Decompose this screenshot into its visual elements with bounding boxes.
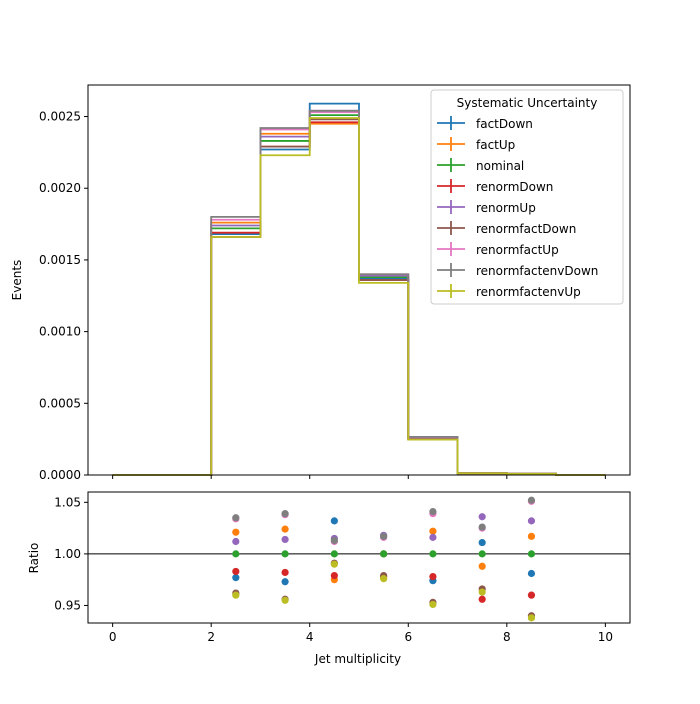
histogram-y-tick-label: 0.0010 — [39, 325, 81, 339]
ratio-point-factUp — [478, 562, 486, 570]
legend-label: renormfactenvUp — [476, 285, 581, 299]
legend-label: factUp — [476, 138, 515, 152]
ratio-point-renormDown — [527, 591, 536, 599]
ratio-points-group — [232, 496, 536, 622]
legend-item-renormfactDown: renormfactDown — [437, 221, 576, 236]
ratio-point-renormfactenvDown — [429, 507, 437, 516]
ratio-point-nominal — [527, 550, 536, 558]
ratio-point-renormDown — [232, 567, 240, 576]
ratio-point-renormfactenvUp — [380, 575, 388, 583]
histogram-panel: 0.0000 0.0005 0.0010 0.0015 0.0020 0.0025 Eve… — [10, 84, 631, 482]
histogram-y-axis-label: Events — [10, 260, 24, 301]
ratio-point-nominal — [478, 550, 486, 558]
ratio-point-renormDown — [330, 571, 338, 580]
histogram-axes-frame — [87, 84, 631, 476]
legend-item-renormfactenvUp: renormfactenvUp — [437, 284, 581, 299]
ratio-axes-frame — [87, 491, 631, 624]
histogram-y-tick-label: 0.0020 — [39, 181, 81, 195]
ratio-point-renormUp — [527, 517, 536, 525]
ratio-point-renormfactenvUp — [330, 560, 338, 568]
ratio-point-factDown — [330, 517, 338, 525]
legend-item-factDown: factDown — [437, 116, 533, 131]
histogram-y-ticks: 0.0000 0.0005 0.0010 0.0015 0.0020 0.0025 — [39, 110, 88, 482]
ratio-point-renormfactenvDown — [232, 514, 240, 522]
x-axis-label: Jet multiplicity — [314, 652, 401, 666]
legend-label: nominal — [476, 159, 524, 173]
legend: Systematic Uncertainty factDown factUp nom… — [430, 89, 624, 305]
ratio-point-renormfactenvDown — [478, 523, 486, 531]
legend-label: factDown — [476, 117, 533, 131]
ratio-x-ticks: 0 2 4 6 8 10 — [109, 623, 613, 644]
legend-label: renormfactDown — [476, 222, 576, 236]
histogram-series-renormfactenvUp — [112, 117, 606, 476]
ratio-point-renormfactenvDown — [330, 536, 338, 545]
histogram-series-group — [112, 102, 606, 476]
histogram-x-ticks — [112, 475, 606, 479]
ratio-point-nominal — [281, 550, 289, 558]
legend-item-renormfactUp: renormfactUp — [437, 242, 559, 257]
legend-item-renormDown: renormDown — [437, 179, 553, 194]
ratio-point-renormDown — [478, 595, 486, 603]
ratio-point-renormfactenvUp — [232, 591, 240, 599]
ratio-point-renormUp — [281, 535, 289, 544]
ratio-point-factDown — [527, 569, 536, 578]
ratio-point-factDown — [478, 538, 486, 547]
ratio-point-factUp — [429, 527, 437, 535]
legend-items: factDown factUp nominal renormDown renormUp r… — [437, 116, 598, 299]
ratio-point-factDown — [232, 574, 240, 582]
legend-item-factUp: factUp — [437, 137, 515, 152]
ratio-point-factUp — [232, 528, 240, 536]
ratio-y-axis-label: Ratio — [27, 543, 41, 574]
legend-title: Systematic Uncertainty — [457, 96, 598, 110]
ratio-y-tick-label: 1.00 — [54, 547, 81, 561]
legend-item-renormfactenvDown: renormfactenvDown — [437, 263, 598, 278]
x-tick-label: 0 — [109, 630, 117, 644]
ratio-point-nominal — [380, 550, 388, 558]
legend-box — [430, 89, 624, 305]
ratio-point-renormfactenvDown — [527, 496, 536, 504]
ratio-point-renormfactenvUp — [478, 588, 486, 596]
x-tick-label: 4 — [306, 630, 314, 644]
ratio-point-renormUp — [429, 533, 437, 541]
ratio-y-tick-label: 0.95 — [54, 598, 81, 612]
legend-item-renormUp: renormUp — [437, 200, 536, 215]
legend-label: renormUp — [476, 201, 536, 215]
legend-label: renormfactenvDown — [476, 264, 598, 278]
ratio-point-renormDown — [281, 568, 289, 577]
x-tick-label: 6 — [404, 630, 412, 644]
x-tick-label: 2 — [207, 630, 215, 644]
legend-item-nominal: nominal — [437, 158, 524, 173]
ratio-point-factUp — [281, 525, 289, 533]
ratio-point-nominal — [429, 550, 437, 558]
histogram-y-tick-label: 0.0000 — [39, 468, 81, 482]
ratio-point-renormfactenvUp — [527, 614, 536, 622]
ratio-panel: 0.95 1.00 1.05 0 2 4 6 8 10 Ratio Jet multiplic… — [27, 491, 631, 666]
ratio-point-renormfactenvUp — [281, 596, 289, 604]
legend-label: renormDown — [476, 180, 553, 194]
histogram-y-tick-label: 0.0025 — [39, 110, 81, 124]
ratio-point-renormUp — [478, 513, 486, 521]
ratio-point-factDown — [281, 578, 289, 586]
ratio-point-renormfactenvUp — [429, 600, 437, 609]
ratio-point-renormfactenvDown — [380, 532, 388, 540]
ratio-point-factUp — [527, 532, 536, 540]
ratio-point-renormUp — [232, 537, 240, 546]
legend-label: renormfactUp — [476, 243, 559, 257]
x-tick-label: 10 — [598, 630, 613, 644]
x-tick-label: 8 — [503, 630, 511, 644]
ratio-y-tick-label: 1.05 — [54, 495, 81, 509]
ratio-point-nominal — [330, 550, 338, 558]
ratio-point-renormfactenvDown — [281, 510, 289, 518]
ratio-point-nominal — [232, 550, 240, 558]
ratio-y-ticks: 0.95 1.00 1.05 — [54, 495, 88, 612]
ratio-point-renormDown — [429, 572, 437, 581]
histogram-y-tick-label: 0.0015 — [39, 253, 81, 267]
histogram-y-tick-label: 0.0005 — [39, 396, 81, 410]
